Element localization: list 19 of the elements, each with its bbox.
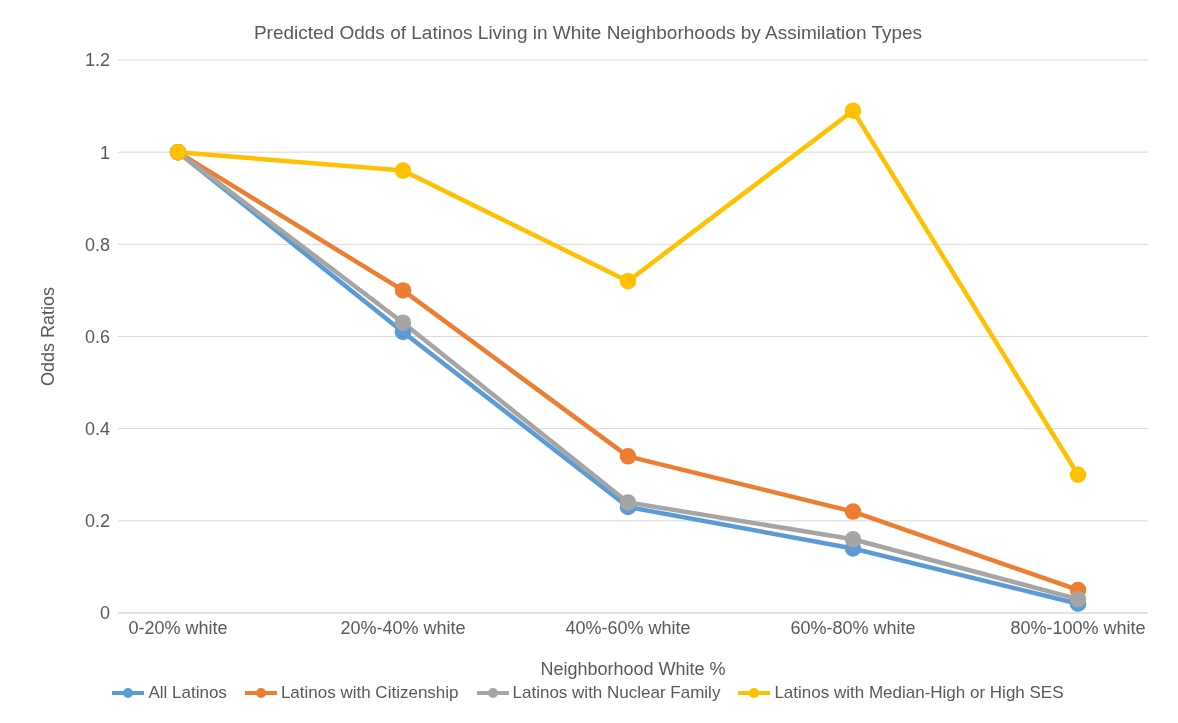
- y-axis-title: Odds Ratios: [38, 286, 59, 387]
- legend-label: All Latinos: [147, 683, 227, 703]
- x-tick-label: 0-20% white: [128, 617, 228, 638]
- chart-title: Predicted Odds of Latinos Living in White Neighborhoods by Assimilation Types: [252, 21, 924, 45]
- x-tick-label: 40%-60% white: [565, 617, 691, 638]
- y-tick-label: 0.8: [84, 234, 110, 255]
- legend-label: Latinos with Nuclear Family: [511, 683, 721, 703]
- x-tick-label: 60%-80% white: [790, 617, 916, 638]
- y-tick-label: 0.2: [84, 511, 110, 532]
- x-tick-label: 20%-40% white: [340, 617, 466, 638]
- y-tick-label: 1: [99, 142, 110, 163]
- legend-label: Latinos with Citizenship: [279, 683, 459, 703]
- y-tick-label: 0.6: [84, 326, 110, 347]
- x-tick-label: 80%-100% white: [1010, 617, 1146, 638]
- y-tick-label: 0.4: [84, 419, 110, 440]
- y-tick-label: 0: [99, 603, 110, 624]
- legend-label: Latinos with Median-High or High SES: [773, 683, 1064, 703]
- y-tick-label: 1.2: [84, 50, 110, 71]
- x-axis-title: Neighborhood White %: [540, 659, 726, 679]
